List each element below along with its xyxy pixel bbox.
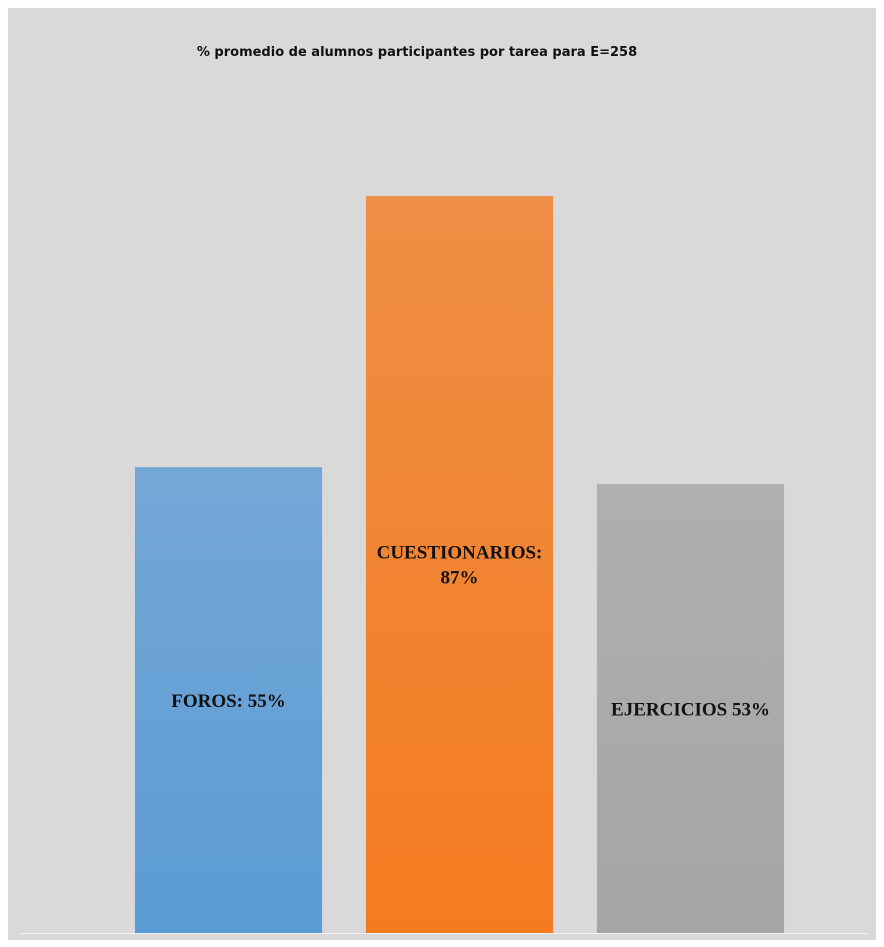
data-label: CUESTIONARIOS: 87% [377, 543, 543, 589]
bar [365, 196, 554, 934]
bar [134, 467, 323, 933]
bar [596, 484, 785, 933]
chart-title: % promedio de alumnos participantes por … [197, 45, 637, 60]
data-label: EJERCICIOS 53% [611, 700, 770, 721]
data-label: FOROS: 55% [171, 691, 286, 712]
